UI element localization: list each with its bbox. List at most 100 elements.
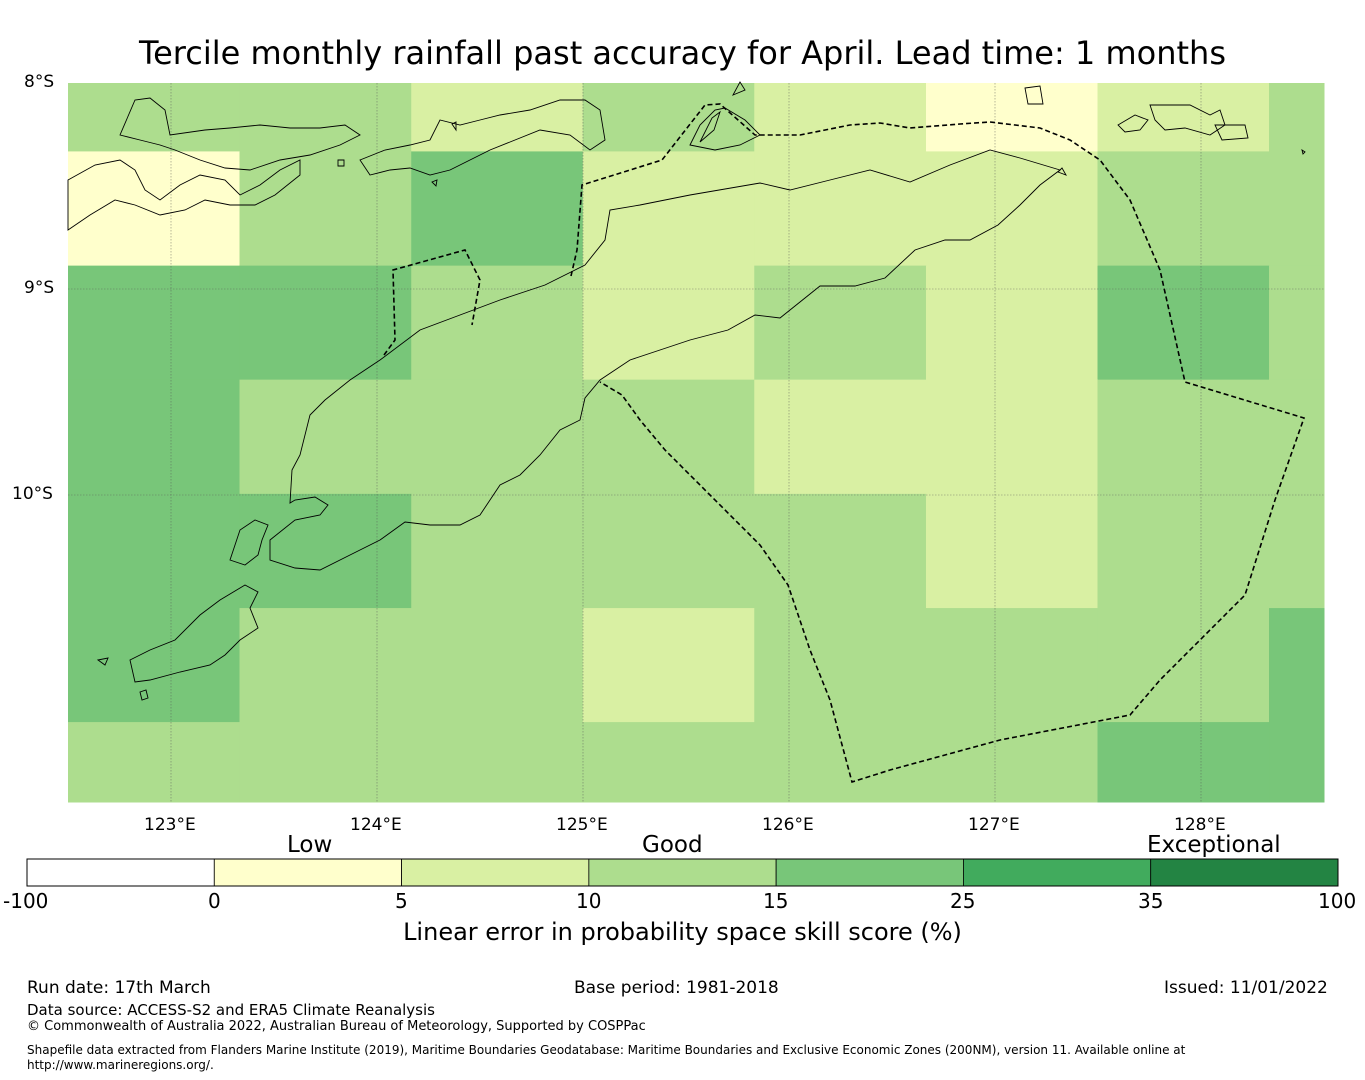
cb-tick-0: 0 [208, 889, 221, 913]
grid-cell-r1-c7 [1269, 151, 1325, 267]
grid-cell-r1-c2 [411, 151, 584, 267]
grid-cell-r3-c3 [582, 379, 755, 495]
graticule [68, 83, 1324, 802]
grid-cell-r4-c5 [925, 493, 1099, 609]
colorbar [26, 858, 1339, 887]
grid-cell-r4-c6 [1097, 493, 1270, 609]
atauro-island [699, 110, 721, 143]
colorbar-segment-6 [1150, 858, 1339, 887]
category-good: Good [642, 832, 703, 858]
dai-island [1117, 114, 1149, 133]
grid-cell-r0-c7 [1269, 83, 1325, 152]
rote-island [129, 584, 259, 683]
wetar-north [1214, 124, 1249, 141]
savu-island [96, 657, 109, 666]
grid-cell-r2-c6 [1097, 265, 1270, 381]
north-islands [359, 99, 606, 176]
grid-cell-r2-c1 [239, 265, 412, 381]
lat-label-8s: 8°S [24, 72, 55, 92]
lat-label-10s: 10°S [12, 484, 53, 504]
grid-cell-r4-c3 [582, 493, 755, 609]
cb-tick-5: 5 [395, 889, 408, 913]
category-exceptional: Exceptional [1147, 832, 1281, 858]
oecusse-boundary [383, 249, 481, 356]
grid-cell-r4-c0 [68, 493, 241, 609]
grid-cell-r1-c4 [754, 151, 927, 267]
lon-label-127e: 127°E [968, 815, 1020, 835]
data-source: Data source: ACCESS-S2 and ERA5 Climate … [27, 1001, 435, 1019]
eez-boundaries [383, 103, 1306, 784]
north-islet [732, 81, 746, 96]
grid-cell-r6-c1 [239, 722, 412, 803]
grid-cell-r2-c4 [754, 265, 927, 381]
grid-cell-r4-c7 [1269, 493, 1325, 609]
grid-cell-r5-c3 [582, 608, 755, 723]
wetar-island [689, 107, 761, 151]
lon-label-126e: 126°E [762, 815, 814, 835]
grid-cell-r0-c0 [68, 83, 241, 152]
grid-cell-r5-c1 [239, 608, 412, 723]
ndana-island [139, 689, 149, 701]
islet-c [451, 121, 457, 132]
grid-cell-r1-c0 [68, 151, 241, 267]
grid-cell-r5-c7 [1269, 608, 1325, 723]
skill-grid [68, 83, 1325, 803]
small-islet [1301, 148, 1306, 155]
grid-cell-r4-c4 [754, 493, 927, 609]
grid-cell-r2-c3 [582, 265, 755, 381]
grid-cell-r2-c0 [68, 265, 241, 381]
grid-cell-r5-c0 [68, 608, 241, 723]
grid-cell-r3-c1 [239, 379, 412, 495]
grid-cell-r6-c7 [1269, 722, 1325, 803]
shapefile-url: http://www.marineregions.org/. [27, 1058, 214, 1072]
grid-cell-r0-c4 [754, 83, 927, 152]
grid-cell-r5-c5 [925, 608, 1099, 723]
grid-cell-r1-c3 [582, 151, 755, 267]
grid-cell-r4-c1 [239, 493, 412, 609]
lon-label-125e: 125°E [556, 815, 608, 835]
cb-tick-35: 35 [1138, 889, 1164, 913]
cb-tick-25: 25 [950, 889, 976, 913]
cb-tick-100: 100 [1318, 889, 1357, 913]
grid-cell-r6-c4 [754, 722, 927, 803]
grid-cell-r1-c5 [925, 151, 1099, 267]
timor-leste-eez [570, 103, 1306, 784]
lon-label-128e: 128°E [1174, 815, 1226, 835]
grid-cell-r5-c6 [1097, 608, 1270, 723]
grid-cell-r6-c0 [68, 722, 241, 803]
grid-cell-r3-c4 [754, 379, 927, 495]
colorbar-segment-5 [963, 858, 1152, 887]
grid-cell-r3-c0 [68, 379, 241, 495]
islet-a [337, 159, 345, 167]
islet-b [431, 179, 438, 187]
grid-cell-r1-c6 [1097, 151, 1270, 267]
grid-cell-r6-c6 [1097, 722, 1270, 803]
leti-island [1057, 167, 1068, 176]
grid-cell-r6-c3 [582, 722, 755, 803]
coastlines [67, 81, 1306, 701]
colorbar-segment-4 [775, 858, 964, 887]
lat-label-9s: 9°S [24, 278, 55, 298]
colorbar-segment-2 [401, 858, 590, 887]
grid-cell-r4-c2 [411, 493, 584, 609]
grid-cell-r6-c2 [411, 722, 584, 803]
timor-island [269, 149, 1061, 571]
category-low: Low [287, 832, 333, 858]
lon-label-123e: 123°E [144, 815, 196, 835]
colorbar-segment-3 [588, 858, 777, 887]
grid-cell-r5-c4 [754, 608, 927, 723]
grid-cell-r2-c5 [925, 265, 1099, 381]
grid-cell-r0-c1 [239, 83, 412, 152]
chart-title: Tercile monthly rainfall past accuracy f… [139, 34, 1226, 72]
base-period: Base period: 1981-2018 [574, 978, 779, 998]
cb-tick-10: 10 [576, 889, 602, 913]
colorbar-segment-1 [213, 858, 402, 887]
grid-cell-r2-c7 [1269, 265, 1325, 381]
romang-island [1024, 85, 1044, 105]
flores-east [67, 159, 301, 231]
sumba-island [229, 519, 269, 566]
copyright: © Commonwealth of Australia 2022, Austra… [27, 1019, 646, 1034]
